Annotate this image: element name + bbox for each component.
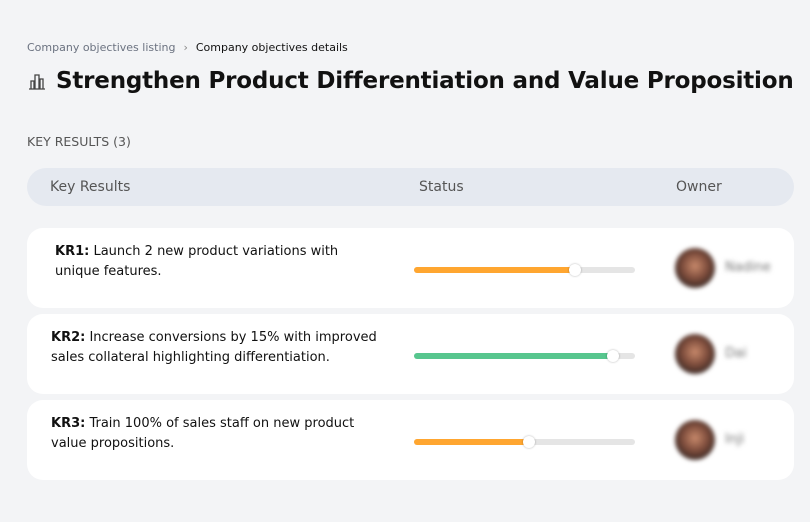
breadcrumb-separator: › [183, 41, 188, 54]
progress-bar [414, 436, 635, 448]
progress-thumb[interactable] [606, 350, 619, 362]
progress-fill [414, 439, 529, 445]
breadcrumb: Company objectives listing › Company obj… [27, 41, 348, 54]
breadcrumb-current: Company objectives details [195, 41, 348, 54]
page-title: Strengthen Product Differentiation and V… [27, 68, 794, 94]
key-result-id: KR2: [51, 330, 86, 345]
progress-thumb[interactable] [522, 436, 535, 448]
key-result-row[interactable]: KR1: Launch 2 new product variations wit… [27, 228, 794, 308]
avatar [675, 334, 715, 374]
progress-bar [414, 350, 635, 362]
key-result-text: KR1: Launch 2 new product variations wit… [55, 242, 385, 282]
owner-name: Inji [725, 432, 745, 447]
key-result-description: Train 100% of sales staff on new product… [51, 416, 355, 451]
avatar [675, 248, 715, 288]
progress-fill [414, 267, 576, 273]
header-status: Status [419, 179, 464, 195]
table-header: Key Results Status Owner [27, 168, 794, 206]
key-result-id: KR1: [55, 244, 90, 259]
key-result-description: Increase conversions by 15% with improve… [51, 330, 377, 365]
key-result-text: KR2: Increase conversions by 15% with im… [51, 328, 381, 368]
owner-name: Nadine [725, 260, 771, 275]
progress-fill [414, 353, 613, 359]
key-result-row[interactable]: KR2: Increase conversions by 15% with im… [27, 314, 794, 394]
avatar [675, 420, 715, 460]
objective-title: Strengthen Product Differentiation and V… [56, 68, 794, 94]
breadcrumb-parent-link[interactable]: Company objectives listing [27, 41, 176, 54]
progress-thumb[interactable] [569, 264, 582, 276]
key-result-id: KR3: [51, 416, 86, 431]
key-result-description: Launch 2 new product variations with uni… [55, 244, 339, 279]
header-owner: Owner [676, 179, 722, 195]
header-key-results: Key Results [50, 179, 131, 195]
key-results-count: KEY RESULTS (3) [27, 134, 131, 149]
key-result-row[interactable]: KR3: Train 100% of sales staff on new pr… [27, 400, 794, 480]
progress-bar [414, 264, 635, 276]
building-chart-icon [29, 74, 45, 90]
owner-name: Dai [725, 346, 747, 361]
key-result-text: KR3: Train 100% of sales staff on new pr… [51, 414, 381, 454]
